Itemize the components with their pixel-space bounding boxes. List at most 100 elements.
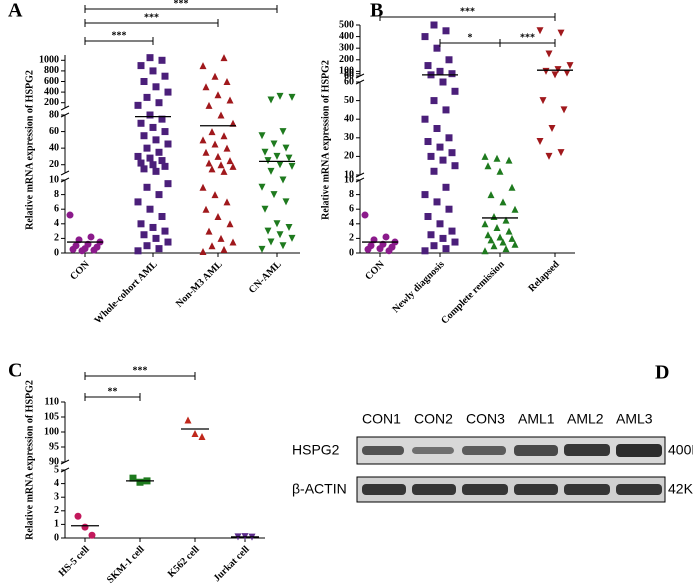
- point: [427, 152, 435, 160]
- point: [487, 236, 495, 244]
- point: [560, 106, 568, 114]
- y-tick-label: 10: [344, 169, 354, 180]
- point: [143, 183, 151, 191]
- point: [191, 430, 199, 437]
- point: [208, 165, 216, 173]
- point: [261, 148, 269, 156]
- y-tick-label: 8: [349, 189, 354, 200]
- point: [226, 220, 234, 228]
- point: [288, 234, 296, 242]
- y-axis-label: Relative mRNA expression of HSPG2: [24, 380, 35, 540]
- point: [74, 512, 82, 520]
- point: [258, 183, 266, 191]
- y-tick-label: 6: [349, 203, 354, 214]
- point: [451, 238, 459, 246]
- y-tick-label: 80: [344, 68, 354, 79]
- point: [214, 152, 222, 160]
- point: [152, 136, 160, 144]
- point: [505, 227, 513, 235]
- point: [199, 183, 207, 191]
- lane-label: AML2: [567, 411, 604, 427]
- point: [270, 191, 278, 199]
- point: [481, 152, 489, 160]
- y-axis-label: Relative mRNA expression of HSPG2: [320, 60, 331, 220]
- point: [137, 220, 145, 228]
- y-tick-label: 5: [54, 464, 59, 475]
- significance-label: ***: [112, 30, 127, 41]
- y-tick-label: 95: [49, 441, 59, 452]
- point: [490, 242, 498, 250]
- point: [217, 234, 225, 242]
- point: [430, 167, 438, 175]
- point: [285, 154, 293, 162]
- lane-label: CON1: [362, 411, 401, 427]
- point: [78, 247, 86, 255]
- point: [158, 115, 166, 123]
- axis-break: [355, 177, 365, 183]
- point: [88, 531, 96, 539]
- point: [490, 213, 498, 220]
- point: [442, 106, 450, 114]
- y-tick-label: 1000: [39, 55, 59, 66]
- lane-label: CON2: [414, 411, 453, 427]
- point: [140, 231, 148, 239]
- significance-label: ***: [174, 0, 189, 9]
- point: [276, 92, 284, 100]
- y-tick-label: 40: [344, 113, 354, 124]
- y-tick-label: 2: [54, 233, 59, 244]
- point: [161, 128, 169, 136]
- y-tick-label: 60: [344, 70, 354, 81]
- point: [279, 242, 287, 250]
- y-tick-label: 1: [54, 519, 59, 530]
- point: [152, 234, 160, 242]
- point: [430, 21, 438, 29]
- point: [557, 29, 565, 37]
- y-tick-label: 8: [54, 189, 59, 200]
- row-label: β-ACTIN: [292, 481, 347, 497]
- point: [229, 238, 237, 246]
- point: [276, 231, 284, 239]
- point: [421, 247, 429, 255]
- point: [563, 69, 571, 77]
- point: [442, 27, 450, 35]
- point: [448, 149, 456, 157]
- point: [433, 198, 441, 206]
- panel-letter: B: [370, 0, 383, 22]
- point: [146, 54, 154, 62]
- point: [557, 149, 565, 157]
- point: [137, 119, 145, 127]
- point: [229, 119, 237, 127]
- point: [448, 227, 456, 235]
- size-label: 42KD: [668, 481, 693, 497]
- point: [539, 97, 547, 105]
- point: [445, 56, 453, 64]
- y-tick-label: 0: [54, 532, 59, 543]
- point: [499, 198, 507, 206]
- axis-break: [355, 79, 365, 85]
- point: [226, 157, 234, 165]
- point: [152, 83, 160, 91]
- point: [205, 101, 213, 109]
- point: [198, 433, 206, 440]
- significance-label: *: [468, 32, 473, 43]
- point: [220, 54, 228, 62]
- y-tick-label: 4: [349, 218, 354, 229]
- point: [499, 238, 507, 246]
- point: [184, 416, 192, 424]
- lane-label: AML1: [518, 411, 555, 427]
- y-tick-label: 4: [54, 478, 59, 489]
- blot-strip: [356, 436, 666, 465]
- y-tick-label: 10: [344, 174, 354, 185]
- point: [164, 88, 172, 96]
- point: [439, 156, 447, 164]
- panel-letter: D: [655, 362, 669, 384]
- x-tick-label: CN-AML: [247, 259, 284, 296]
- point: [536, 138, 544, 146]
- point: [424, 213, 432, 220]
- y-tick-label: 60: [49, 126, 59, 137]
- point: [279, 176, 287, 184]
- x-tick-label: Complete remission: [439, 259, 507, 327]
- point: [217, 111, 225, 119]
- point: [436, 67, 444, 75]
- y-tick-label: 200: [339, 54, 354, 65]
